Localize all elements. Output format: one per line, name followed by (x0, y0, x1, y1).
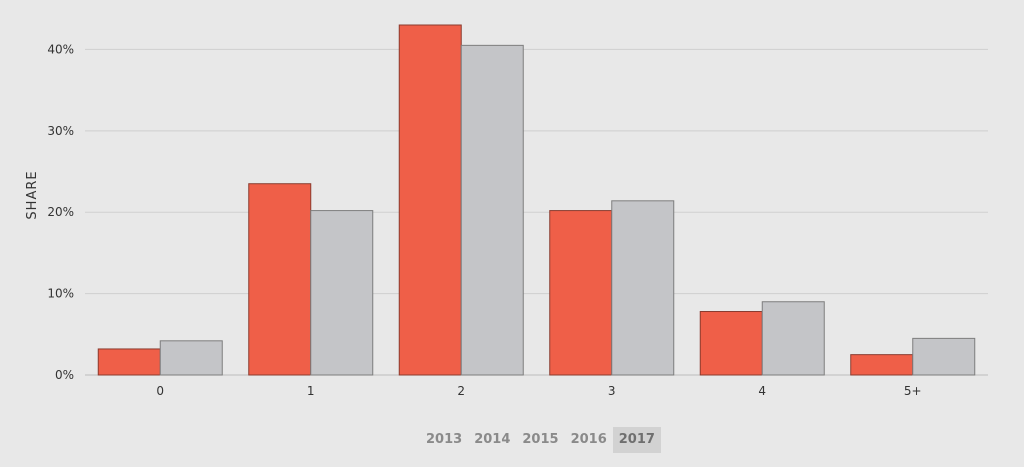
y-axis-title: SHARE (25, 170, 40, 219)
y-axis-ticks: 0% 10% 20% 30% 40% (47, 42, 74, 382)
year-selector: 2013 2014 2015 2016 2017 (420, 427, 661, 453)
x-tick-label: 1 (307, 384, 315, 398)
x-tick-label: 0 (156, 384, 164, 398)
bar-series-1-5+[interactable] (850, 354, 914, 376)
y-tick-label: 20% (47, 205, 74, 219)
year-tab-2017[interactable]: 2017 (612, 427, 661, 453)
x-tick-label: 3 (608, 384, 616, 398)
bar-series-1-2[interactable] (398, 24, 462, 376)
year-tab-2014[interactable]: 2014 (474, 432, 511, 447)
bar-series-1-0[interactable] (97, 348, 161, 376)
bar-series-2-4[interactable] (761, 301, 825, 376)
bar-chart: 0% 10% 20% 30% 40% 0 1 2 3 4 5+ SHARE (25, 24, 988, 398)
bar-series-2-2[interactable] (460, 44, 524, 376)
x-axis-ticks: 0 1 2 3 4 5+ (156, 384, 921, 398)
y-tick-label: 40% (47, 42, 74, 56)
bar-series-1-1[interactable] (248, 183, 312, 376)
bar-series-1-3[interactable] (549, 210, 613, 376)
year-tab-2016[interactable]: 2016 (570, 432, 607, 447)
x-tick-label: 5+ (904, 384, 922, 398)
y-tick-label: 10% (47, 287, 74, 301)
bars (97, 24, 976, 376)
bar-series-2-0[interactable] (159, 340, 223, 376)
year-tab-2015[interactable]: 2015 (522, 432, 559, 447)
year-tab-2013[interactable]: 2013 (426, 432, 463, 447)
gridlines (85, 48, 988, 376)
x-tick-label: 4 (758, 384, 766, 398)
x-tick-label: 2 (457, 384, 465, 398)
bar-series-2-1[interactable] (310, 210, 374, 376)
y-tick-label: 0% (55, 368, 74, 382)
bar-series-2-5+[interactable] (912, 337, 976, 376)
bar-series-2-3[interactable] (611, 200, 675, 376)
bar-series-1-4[interactable] (699, 311, 763, 376)
y-tick-label: 30% (47, 124, 74, 138)
